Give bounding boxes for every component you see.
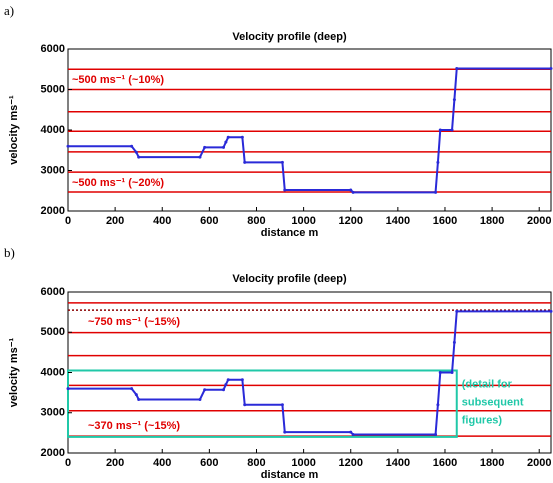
x-tick-label: 200 [106, 215, 124, 227]
y-tick-label: 5000 [41, 326, 65, 338]
profile-line [68, 67, 551, 194]
panel-label: a) [4, 3, 14, 18]
profile-point [351, 190, 355, 194]
profile-point [226, 378, 230, 382]
annotation: ~750 ms⁻¹ (~15%) [88, 316, 180, 328]
chart-title: Velocity profile (deep) [232, 31, 347, 43]
profile-point [203, 388, 207, 392]
panel-label: b) [4, 245, 15, 260]
x-tick-label: 1400 [386, 215, 410, 227]
profile-point [134, 393, 138, 397]
profile-point [222, 388, 226, 392]
x-tick-label: 1600 [433, 215, 457, 227]
y-tick-label: 3000 [41, 407, 65, 419]
highlight-note: figures) [462, 414, 503, 426]
x-tick-label: 200 [106, 457, 124, 469]
highlight-note: (detail for [462, 378, 513, 390]
profile-point [438, 128, 442, 132]
x-tick-label: 1400 [386, 457, 410, 469]
profile-point [130, 387, 134, 391]
x-tick-label: 1800 [480, 457, 504, 469]
profile-point [283, 188, 287, 192]
x-tick-label: 1000 [291, 457, 315, 469]
profile-point [452, 340, 456, 344]
x-tick-label: 1600 [433, 457, 457, 469]
y-tick-label: 2000 [41, 447, 65, 459]
plot-area [67, 291, 552, 454]
profile-point [243, 403, 247, 407]
profile-point [434, 190, 438, 194]
profile-point [130, 144, 134, 148]
profile-point [436, 160, 440, 164]
profile-point [240, 135, 244, 139]
highlight-box [67, 369, 458, 438]
profile-point [243, 160, 247, 164]
x-tick-label: 800 [247, 457, 265, 469]
x-tick-label: 0 [65, 457, 71, 469]
profile-point [549, 66, 553, 70]
profile-point [280, 403, 284, 407]
profile-point [198, 397, 202, 401]
annotation: ~500 ms⁻¹ (~10%) [72, 74, 164, 86]
profile-point [203, 145, 207, 149]
y-tick-label: 4000 [41, 366, 65, 378]
profile-point [349, 188, 353, 192]
profile-point [455, 309, 459, 313]
plot-area [67, 48, 552, 212]
x-tick-label: 400 [153, 457, 171, 469]
y-axis-label: velocity ms⁻¹ [8, 337, 20, 407]
x-tick-label: 2000 [527, 215, 551, 227]
x-tick-label: 0 [65, 215, 71, 227]
x-tick-label: 1000 [291, 215, 315, 227]
x-axis-label: distance m [261, 227, 319, 239]
y-tick-label: 4000 [41, 124, 65, 136]
profile-point [452, 98, 456, 102]
profile-point [455, 66, 459, 70]
profile-point [66, 144, 70, 148]
y-tick-label: 3000 [41, 164, 65, 176]
profile-point [349, 430, 353, 434]
profile-point [450, 128, 454, 132]
profile-point [240, 378, 244, 382]
x-tick-label: 400 [153, 215, 171, 227]
x-axis-label: distance m [261, 469, 319, 481]
profile-point [224, 140, 228, 144]
x-tick-label: 1200 [338, 215, 362, 227]
annotation: ~500 ms⁻¹ (~20%) [72, 177, 164, 189]
profile-point [436, 403, 440, 407]
y-tick-label: 6000 [41, 43, 65, 55]
profile-point [224, 383, 228, 387]
profile-point [198, 155, 202, 159]
profile-point [549, 309, 553, 313]
annotation: ~370 ms⁻¹ (~15%) [88, 420, 180, 432]
highlight-note: subsequent [462, 396, 524, 408]
x-tick-label: 1200 [338, 457, 362, 469]
profile-point [280, 160, 284, 164]
chart-title: Velocity profile (deep) [232, 273, 347, 285]
x-tick-label: 600 [200, 215, 218, 227]
profile-point [134, 150, 138, 154]
y-tick-label: 6000 [41, 286, 65, 298]
profile-point [283, 430, 287, 434]
profile-line [68, 310, 551, 436]
profile-point [226, 135, 230, 139]
profile-point [137, 397, 141, 401]
y-tick-label: 2000 [41, 205, 65, 217]
x-tick-label: 600 [200, 457, 218, 469]
profile-point [66, 387, 70, 391]
profile-point [434, 432, 438, 436]
y-tick-label: 5000 [41, 83, 65, 95]
y-axis-label: velocity ms⁻¹ [8, 95, 20, 165]
x-tick-label: 2000 [527, 457, 551, 469]
x-tick-label: 1800 [480, 215, 504, 227]
profile-point [450, 371, 454, 374]
profile-point [222, 145, 226, 149]
x-tick-label: 800 [247, 215, 265, 227]
profile-point [438, 371, 442, 374]
profile-point [351, 432, 355, 436]
profile-point [137, 155, 141, 159]
